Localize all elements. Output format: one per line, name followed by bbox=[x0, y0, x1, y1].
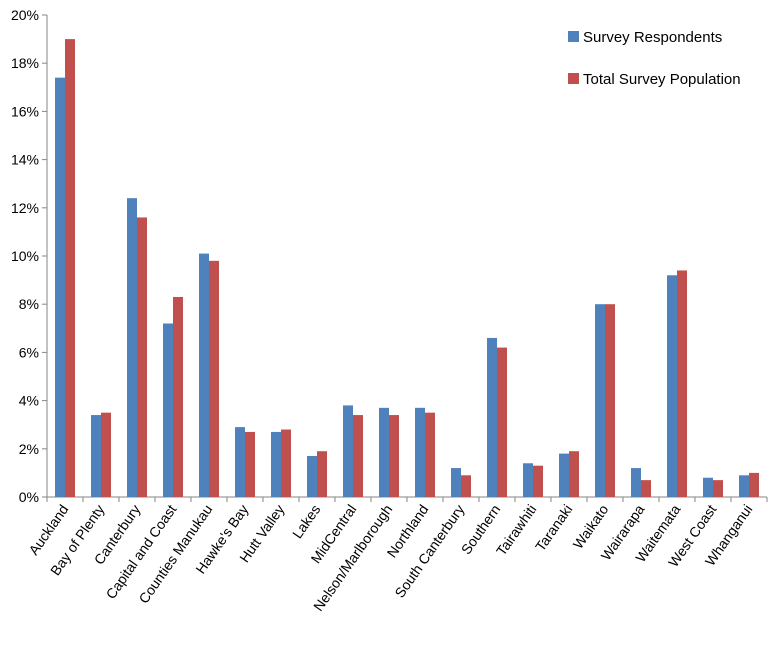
bar-respondents bbox=[739, 475, 749, 497]
bar-population bbox=[317, 451, 327, 497]
bar-respondents bbox=[631, 468, 641, 497]
bar-respondents bbox=[451, 468, 461, 497]
bar-respondents bbox=[523, 463, 533, 497]
legend-label: Total Survey Population bbox=[583, 71, 741, 88]
bar-respondents bbox=[271, 431, 281, 497]
bar-population bbox=[677, 270, 687, 497]
bar-population bbox=[569, 451, 579, 497]
bar-respondents bbox=[415, 407, 425, 497]
bar-respondents bbox=[667, 275, 677, 497]
bar-population bbox=[425, 412, 435, 497]
y-tick-labels: 0% 2% 4% 6% 8% 10% 12% 14% 16% 18% 20% bbox=[11, 7, 39, 505]
chart-legend: Survey Respondents Total Survey Populatio… bbox=[568, 29, 741, 88]
bar-respondents bbox=[307, 456, 317, 497]
bar-population bbox=[389, 415, 399, 497]
x-category-label: Lakes bbox=[289, 502, 324, 542]
chart-axes bbox=[42, 14, 768, 502]
legend-label: Survey Respondents bbox=[583, 29, 722, 46]
bar-population bbox=[497, 347, 507, 497]
bar-population bbox=[605, 304, 615, 497]
bar-respondents bbox=[127, 198, 137, 497]
y-tick-label: 12% bbox=[11, 200, 39, 216]
y-tick-label: 2% bbox=[19, 441, 39, 457]
bar-respondents bbox=[91, 415, 101, 497]
bar-respondents bbox=[379, 407, 389, 497]
bar-respondents bbox=[487, 337, 497, 497]
bar-population bbox=[713, 480, 723, 497]
bar-population bbox=[461, 475, 471, 497]
bar-population bbox=[245, 431, 255, 497]
bar-population bbox=[65, 39, 75, 497]
bar-population bbox=[353, 415, 363, 497]
bar-respondents bbox=[55, 77, 65, 497]
bar-respondents bbox=[595, 304, 605, 497]
bar-respondents bbox=[559, 453, 569, 497]
y-tick-label: 0% bbox=[19, 489, 39, 505]
y-tick-label: 14% bbox=[11, 152, 39, 168]
y-tick-label: 8% bbox=[19, 296, 39, 312]
bar-population bbox=[173, 296, 183, 497]
bar-population bbox=[641, 480, 651, 497]
bar-population bbox=[101, 412, 111, 497]
legend-swatch bbox=[568, 73, 579, 84]
x-category-label: Taranaki bbox=[532, 502, 575, 555]
bar-population bbox=[749, 472, 759, 497]
bar-respondents bbox=[163, 323, 173, 497]
y-tick-label: 20% bbox=[11, 7, 39, 23]
bar-population bbox=[137, 217, 147, 497]
bar-respondents bbox=[343, 405, 353, 497]
y-tick-label: 10% bbox=[11, 248, 39, 264]
bar-respondents bbox=[199, 253, 209, 497]
y-tick-label: 4% bbox=[19, 393, 39, 409]
chart-bars bbox=[55, 39, 759, 497]
legend-swatch bbox=[568, 31, 579, 42]
bar-respondents bbox=[235, 427, 245, 497]
y-tick-label: 6% bbox=[19, 344, 39, 360]
bar-respondents bbox=[703, 477, 713, 497]
bar-population bbox=[209, 260, 219, 497]
y-tick-label: 16% bbox=[11, 103, 39, 119]
bar-population bbox=[281, 429, 291, 497]
y-tick-label: 18% bbox=[11, 55, 39, 71]
bar-population bbox=[533, 465, 543, 497]
